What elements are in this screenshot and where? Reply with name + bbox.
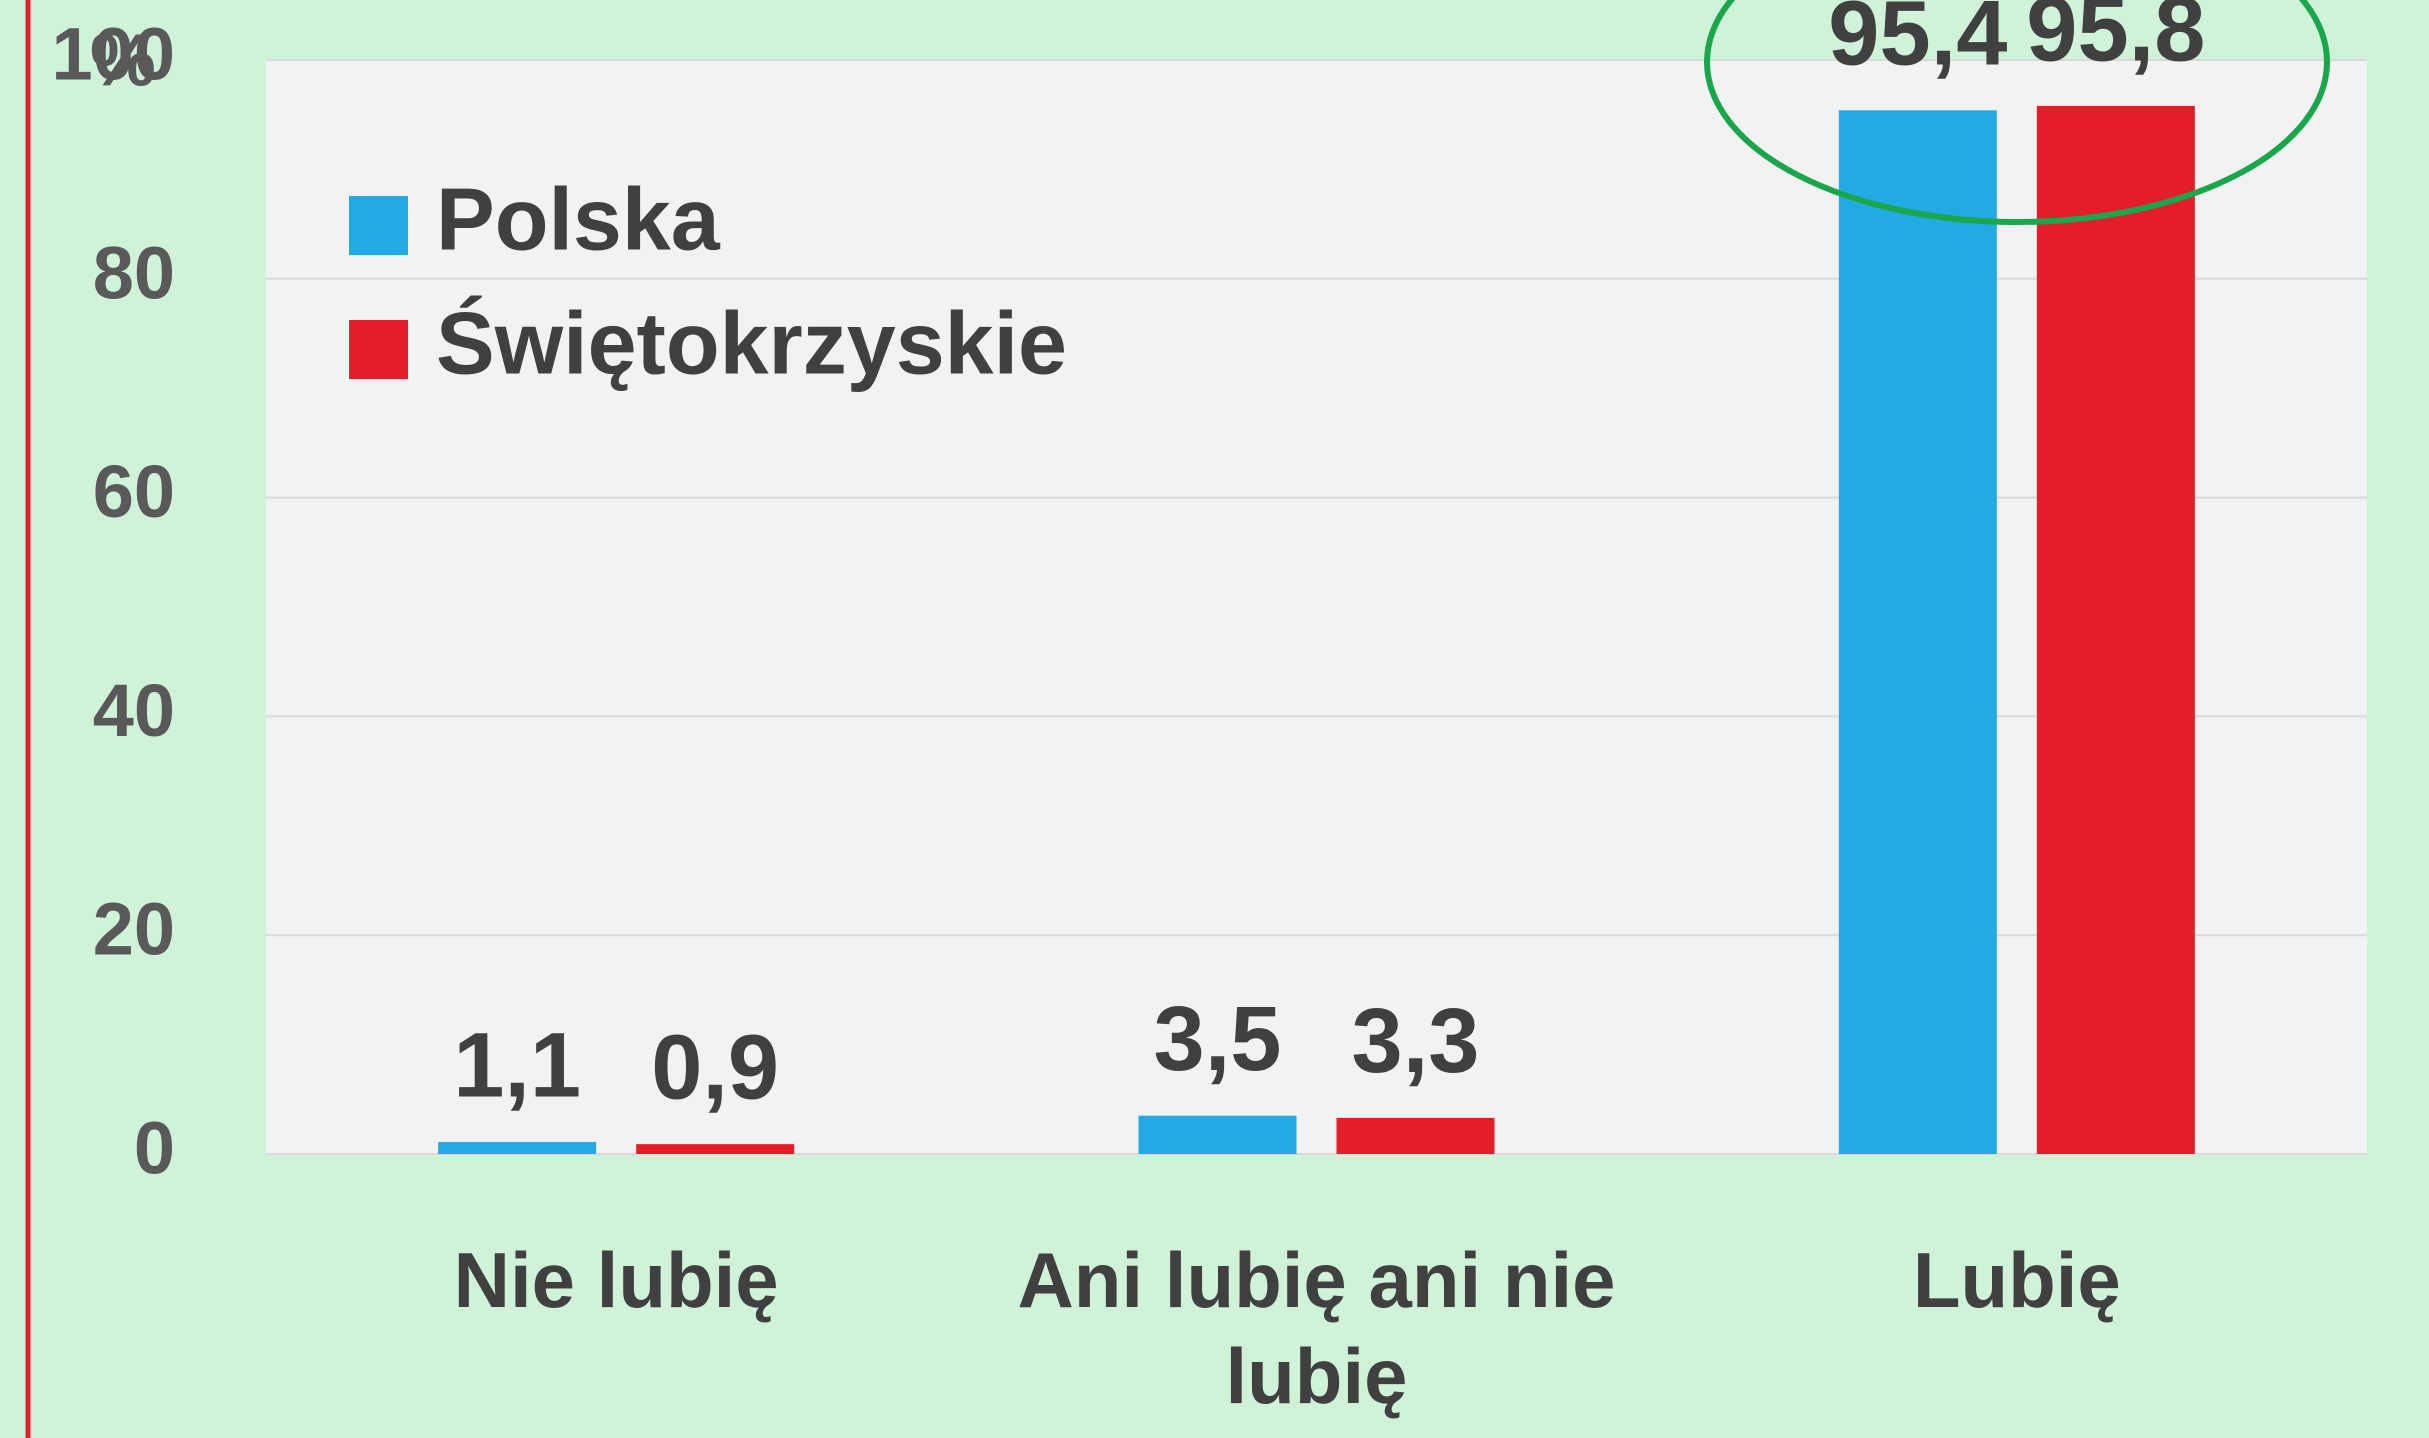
value-label: 95,8 (2026, 0, 2205, 80)
legend-swatch (349, 320, 408, 379)
value-label: 1,1 (453, 1014, 581, 1116)
legend-swatch (349, 196, 408, 255)
x-tick-label: Lubię (1912, 1236, 2121, 1324)
bar (636, 1144, 795, 1154)
legend-label: Świętokrzyskie (436, 293, 1067, 392)
bar (2036, 105, 2195, 1154)
plot-area (266, 60, 2367, 1154)
bar (1336, 1117, 1495, 1154)
bar (1138, 1115, 1297, 1154)
legend-label: Polska (436, 169, 721, 268)
annotation-ellipse (1704, 0, 2330, 225)
value-label: 95,4 (1828, 0, 2007, 85)
y-tick-label: 20 (93, 888, 175, 971)
x-tick-label: Ani lubię ani nie lubię (1017, 1236, 1616, 1420)
y-axis-label: % (90, 19, 156, 102)
y-tick-label: 100 (52, 13, 175, 96)
bar (1838, 110, 1997, 1155)
value-label: 0,9 (651, 1016, 779, 1118)
y-tick-label: 80 (93, 231, 175, 314)
y-tick-label: 0 (134, 1107, 175, 1190)
x-tick-label: Nie lubię (453, 1236, 779, 1324)
y-tick-label: 60 (93, 450, 175, 533)
y-tick-label: 40 (93, 669, 175, 752)
bar (438, 1141, 597, 1154)
value-label: 3,5 (1154, 988, 1282, 1090)
value-label: 3,3 (1352, 990, 1480, 1092)
